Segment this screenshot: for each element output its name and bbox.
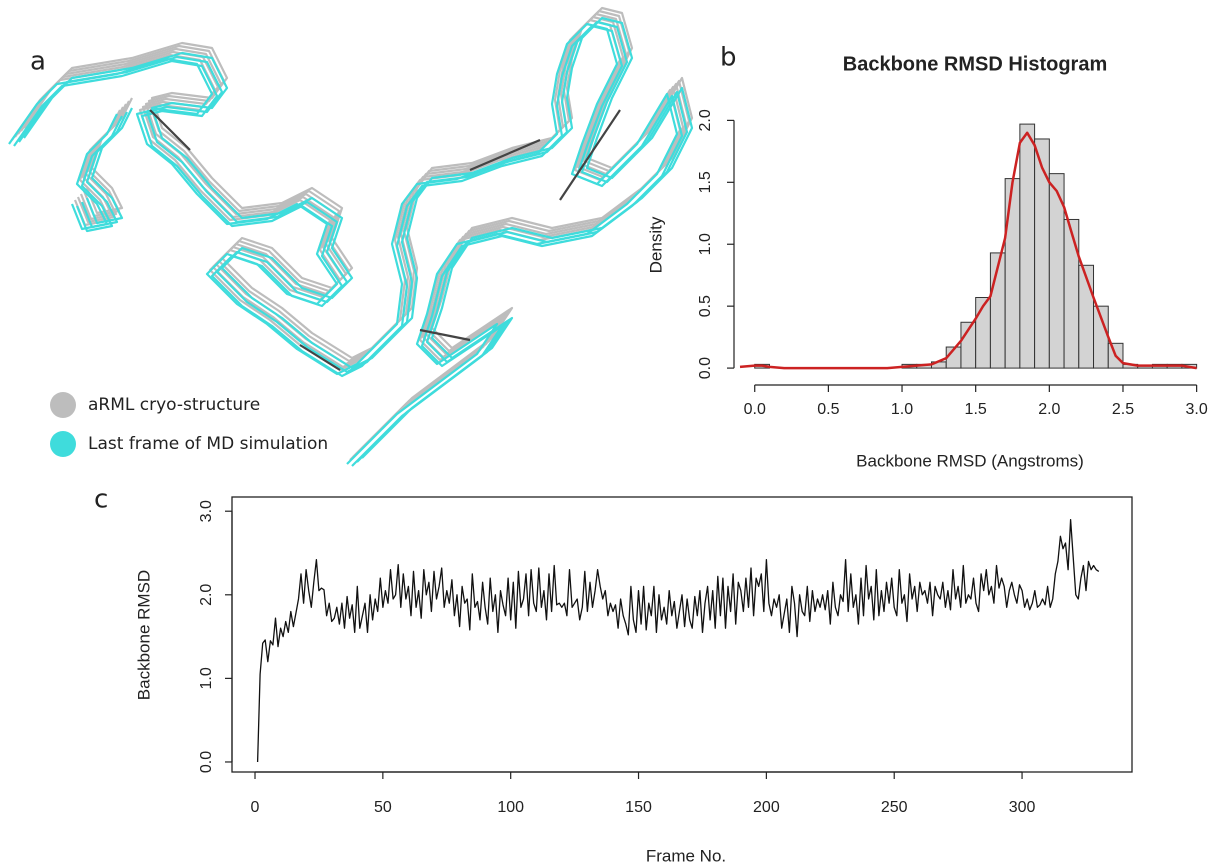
panel-label: c [94, 485, 108, 515]
x-tick-label: 300 [1009, 799, 1036, 816]
y-tick-label: 2.0 [198, 584, 215, 606]
density-curve [739, 131, 1197, 370]
x-tick-label: 3.0 [1186, 401, 1208, 418]
y-tick-label: 1.5 [697, 171, 714, 193]
y-tick-label: 0.0 [697, 357, 714, 379]
panel-label: b [720, 43, 737, 73]
y-tick-label: 0.5 [697, 295, 714, 317]
protein-structure [7, 6, 694, 468]
x-tick-label: 0.5 [817, 401, 839, 418]
histogram-bar [1034, 138, 1050, 369]
x-tick-label: 150 [625, 799, 652, 816]
x-tick-label: 0.0 [744, 401, 766, 418]
histogram-bar [1063, 218, 1080, 369]
legend: aRML cryo-structure Last frame of MD simu… [50, 392, 328, 457]
y-axis-title: Backbone RMSD [134, 570, 153, 700]
histogram-bar [1004, 178, 1021, 369]
x-tick-label: 200 [753, 799, 780, 816]
y-tick-label: 3.0 [198, 500, 215, 522]
legend-swatch [50, 392, 76, 418]
y-tick-label: 1.0 [198, 667, 215, 689]
y-tick-label: 1.0 [697, 233, 714, 255]
histogram-bar [1019, 123, 1036, 369]
x-tick-label: 100 [497, 799, 524, 816]
legend-swatch [50, 431, 76, 457]
x-tick-label: 2.5 [1112, 401, 1134, 418]
legend-label: aRML cryo-structure [88, 395, 260, 415]
x-tick-label: 2.0 [1038, 401, 1060, 418]
plot-frame [231, 496, 1133, 773]
y-tick-label: 0.0 [198, 751, 215, 773]
x-tick-label: 0 [251, 799, 260, 816]
chart-title: Backbone RMSD Histogram [843, 53, 1108, 75]
x-axis-title: Backbone RMSD (Angstroms) [856, 451, 1084, 470]
x-tick-label: 1.0 [891, 401, 913, 418]
rmsd-line [256, 518, 1100, 763]
y-axis-title: Density [646, 216, 665, 273]
x-tick-label: 250 [881, 799, 908, 816]
legend-label: Last frame of MD simulation [88, 434, 328, 454]
x-tick-label: 1.5 [965, 401, 987, 418]
panel-label: a [30, 47, 46, 77]
x-axis-title: Frame No. [646, 846, 726, 865]
y-tick-label: 2.0 [697, 109, 714, 131]
x-tick-label: 50 [374, 799, 392, 816]
